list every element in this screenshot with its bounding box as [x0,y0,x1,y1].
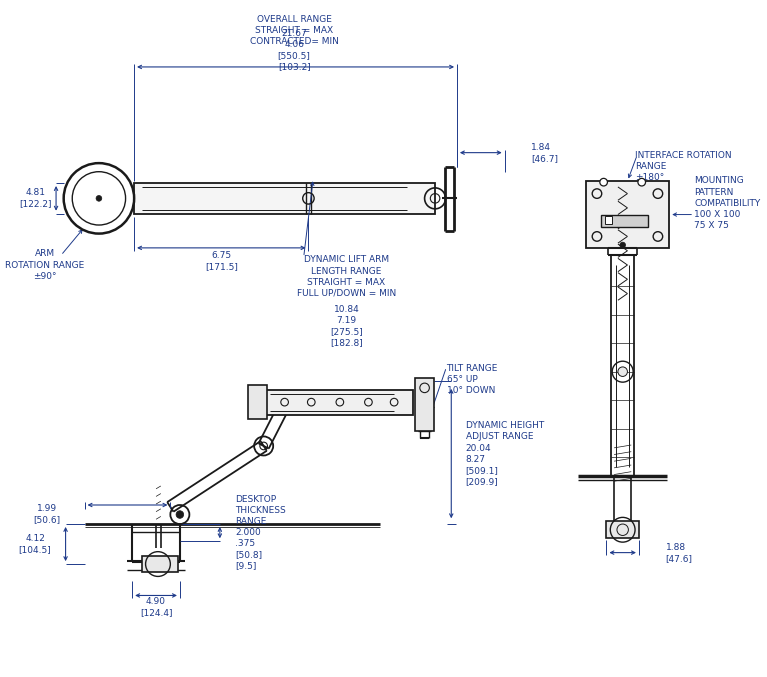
Text: 21.67
4.06
[550.5]
[103.2]: 21.67 4.06 [550.5] [103.2] [278,28,311,71]
Circle shape [618,367,627,376]
Text: 1.99
[50.6]: 1.99 [50.6] [33,504,60,525]
Text: 10.84
7.19
[275.5]
[182.8]: 10.84 7.19 [275.5] [182.8] [330,305,363,347]
Circle shape [176,510,183,519]
Bar [585,181,670,248]
Circle shape [620,242,626,248]
Text: DYNAMIC HEIGHT
ADJUST RANGE
20.04
8.27
[509.1]
[209.9]: DYNAMIC HEIGHT ADJUST RANGE 20.04 8.27 [… [466,421,544,486]
Text: DYNAMIC LIFT ARM
LENGTH RANGE
STRAIGHT = MAX
FULL UP/DOWN = MIN: DYNAMIC LIFT ARM LENGTH RANGE STRAIGHT =… [297,255,396,298]
Text: TILT RANGE
65° UP
10° DOWN: TILT RANGE 65° UP 10° DOWN [446,364,498,395]
Circle shape [638,178,646,186]
Bar [601,215,648,227]
Text: INTERFACE ROTATION
RANGE
±180°: INTERFACE ROTATION RANGE ±180° [635,151,732,182]
Text: MOUNTING
PATTERN
COMPATIBILITY
100 X 100
75 X 75: MOUNTING PATTERN COMPATIBILITY 100 X 100… [694,177,760,230]
Text: 4.90
[124.4]: 4.90 [124.4] [140,597,173,617]
Text: 4.81
[122.2]: 4.81 [122.2] [19,188,51,209]
Bar [415,378,434,431]
Bar [607,521,639,538]
Bar [604,217,612,224]
Bar [249,385,268,419]
Bar [265,390,413,414]
Text: ARM
ROTATION RANGE
±90°: ARM ROTATION RANGE ±90° [5,249,84,281]
Text: OVERALL RANGE
STRAIGHT = MAX
CONTRACTED= MIN: OVERALL RANGE STRAIGHT = MAX CONTRACTED=… [250,15,338,46]
Text: 4.12
[104.5]: 4.12 [104.5] [18,534,51,554]
Circle shape [96,196,102,201]
Circle shape [600,178,607,186]
Text: 1.88
[47.6]: 1.88 [47.6] [666,542,693,563]
Text: 1.84
[46.7]: 1.84 [46.7] [532,143,558,162]
Text: 6.75
[171.5]: 6.75 [171.5] [205,251,238,271]
Text: DESKTOP
THICKNESS
RANGE
2.000
.375
[50.8]
[9.5]: DESKTOP THICKNESS RANGE 2.000 .375 [50.8… [235,495,286,571]
Bar [142,556,178,571]
Bar [134,183,435,214]
